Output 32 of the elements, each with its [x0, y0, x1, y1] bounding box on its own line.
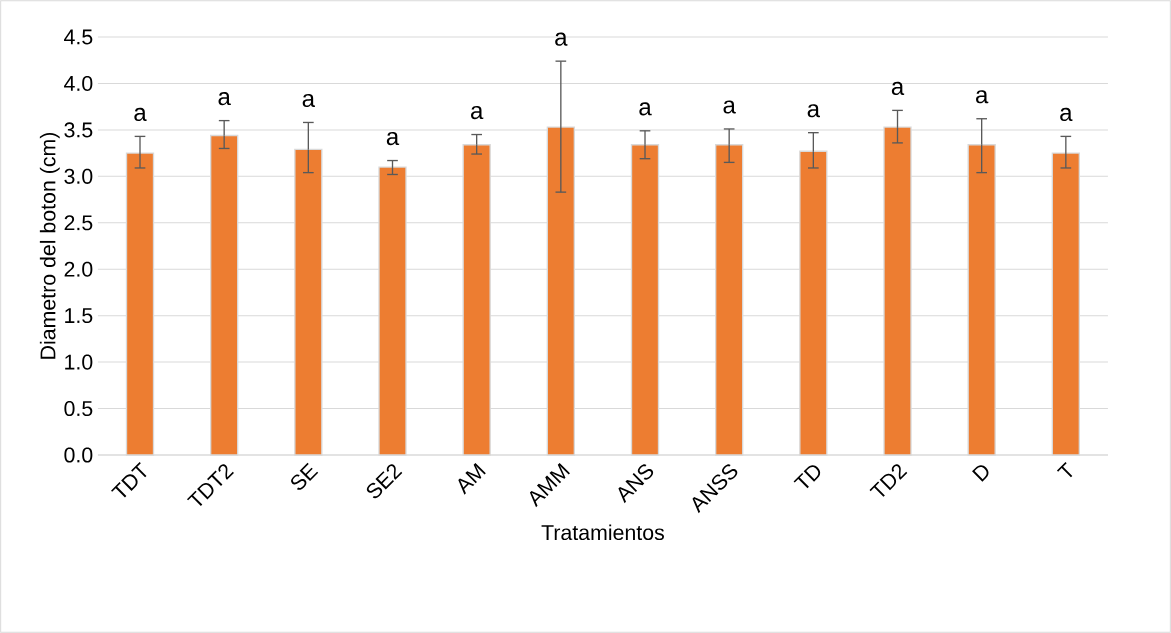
- y-tick-label: 1.5: [65, 308, 93, 324]
- x-tick-label: TD: [793, 465, 821, 489]
- annotation: a: [891, 81, 905, 95]
- annotation: a: [218, 92, 231, 106]
- annotation: a: [723, 100, 736, 114]
- annotation: a: [976, 90, 989, 104]
- x-tick-label: TD2: [869, 464, 908, 497]
- y-tick-label: 2.0: [64, 261, 93, 277]
- y-tick-label: 1.0: [65, 354, 93, 370]
- y-tick-label: 3.0: [64, 168, 93, 184]
- x-tick-label: T: [1056, 462, 1073, 478]
- y-axis-title: Diametro del boton (cm): [39, 132, 60, 359]
- annotation: a: [639, 102, 652, 116]
- annotation: a: [1060, 107, 1073, 122]
- annotation: a: [555, 32, 568, 46]
- annotation: a: [134, 107, 147, 122]
- y-tick-label: 4.5: [64, 29, 93, 45]
- annotation: a: [807, 104, 821, 118]
- y-tick-label: 2.5: [64, 215, 93, 231]
- x-tick-label: SE2: [366, 464, 403, 499]
- x-tick-label: TDT: [111, 462, 147, 498]
- y-tick-label: 3.5: [64, 122, 93, 138]
- y-tick-label: 0.0: [64, 447, 93, 463]
- annotation: a: [471, 106, 484, 120]
- annotation: a: [386, 132, 400, 146]
- x-axis-title: Tratamientos: [541, 524, 664, 541]
- x-tick-label: SE: [291, 462, 319, 490]
- x-tick-label: AM: [458, 462, 486, 495]
- y-tick-label: 0.5: [64, 401, 93, 417]
- y-tick-label: 4.0: [64, 75, 93, 91]
- annotation: a: [302, 93, 315, 108]
- x-tick-label: D: [972, 465, 989, 482]
